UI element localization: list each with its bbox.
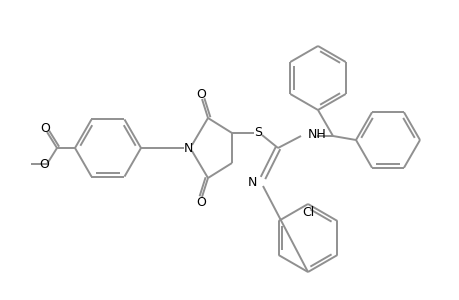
Text: O: O bbox=[196, 88, 206, 100]
Text: O: O bbox=[39, 158, 49, 172]
Text: Cl: Cl bbox=[301, 206, 313, 218]
Text: N: N bbox=[183, 142, 192, 154]
Text: O: O bbox=[196, 196, 206, 208]
Text: NH: NH bbox=[308, 128, 326, 142]
Text: S: S bbox=[253, 127, 262, 140]
Text: N: N bbox=[247, 176, 257, 190]
Text: O: O bbox=[40, 122, 50, 134]
